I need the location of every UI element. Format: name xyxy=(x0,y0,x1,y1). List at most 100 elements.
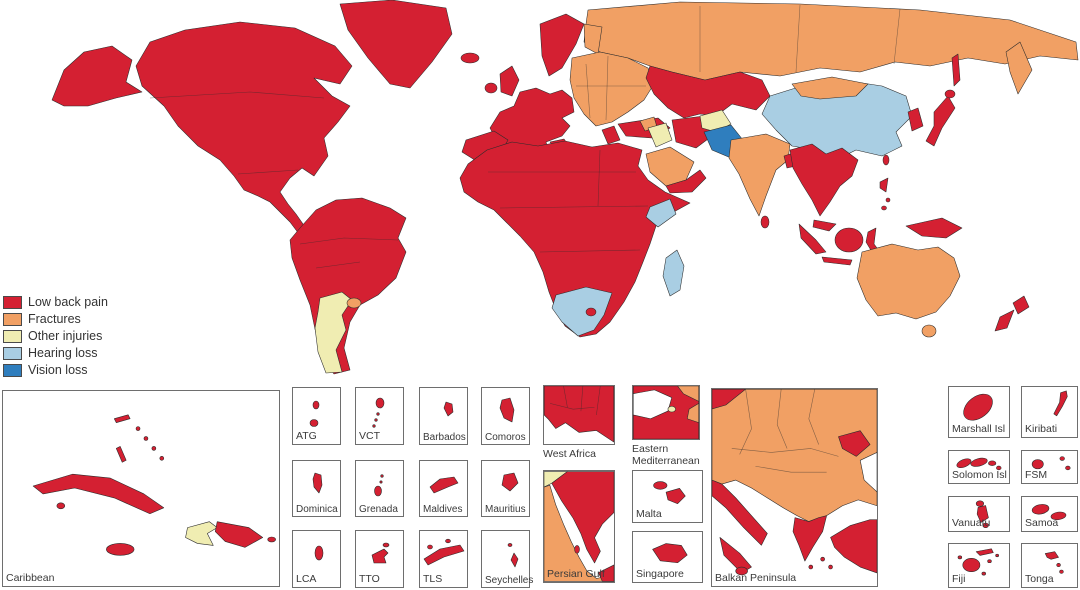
region-ireland xyxy=(484,82,498,94)
inset-eastern-mediterranean-map xyxy=(633,386,699,439)
region-africa xyxy=(459,140,691,338)
inset-tto-map xyxy=(371,542,390,564)
bahamas-sliver-2 xyxy=(115,446,127,463)
bahamas-dot-1 xyxy=(135,426,141,431)
inset-tls: TLS xyxy=(419,530,468,588)
region-central-asia xyxy=(645,65,771,119)
fiji-vanua-levu xyxy=(975,548,994,556)
bahamas-dot-3 xyxy=(151,446,157,451)
inset-fsm: FSM xyxy=(1021,450,1078,484)
legend-label-low-back-pain: Low back pain xyxy=(28,295,108,309)
inset-barbados: Barbados xyxy=(419,387,468,445)
vanuatu-3 xyxy=(982,522,989,528)
kiribati-chain xyxy=(1053,390,1068,417)
inset-comoros: Comoros xyxy=(481,387,530,445)
balkan-border-4 xyxy=(731,448,839,457)
region-taiwan xyxy=(882,154,890,166)
inset-tonga-label: Tonga xyxy=(1025,573,1054,586)
region-new-guinea xyxy=(905,217,963,239)
inset-tls-label: TLS xyxy=(423,573,443,586)
inset-west-africa-label: West Africa xyxy=(543,448,596,460)
gozo xyxy=(653,481,668,490)
italy-coast xyxy=(712,479,768,546)
inset-persian-gulf-label: Persian Gulf xyxy=(547,568,605,581)
bahamas-dot-2 xyxy=(143,436,149,441)
region-india xyxy=(728,133,791,217)
italy-south xyxy=(719,537,752,574)
west-africa-border-4 xyxy=(549,403,595,410)
inset-seychelles-label: Seychelles xyxy=(485,575,534,586)
balkan-border-5 xyxy=(755,465,827,473)
border-africa-3 xyxy=(597,149,601,207)
balkan-border-2 xyxy=(776,389,788,449)
inset-marshall-map xyxy=(963,393,993,421)
persian-gulf-iran xyxy=(551,471,614,564)
inset-fiji-map xyxy=(957,548,999,576)
region-kamchatka xyxy=(1005,41,1033,95)
turkey-west xyxy=(830,519,877,574)
tobago xyxy=(382,542,390,548)
inset-fsm-map xyxy=(1031,456,1071,471)
antigua xyxy=(312,400,320,410)
mauritius-island xyxy=(501,472,519,492)
inset-caribbean-label: Caribbean xyxy=(6,572,55,585)
inset-west-africa-map xyxy=(544,386,614,443)
region-mongolia xyxy=(791,76,869,100)
region-tasmania xyxy=(921,324,937,338)
inset-grenada: Grenada xyxy=(355,460,404,517)
legend-label-vision-loss: Vision loss xyxy=(28,363,88,377)
east-med-sea xyxy=(633,389,673,420)
samoa-savaii xyxy=(1031,504,1050,515)
inset-mauritius: Mauritius xyxy=(481,460,530,517)
inset-atg-map xyxy=(309,400,320,427)
barbuda xyxy=(309,419,319,427)
legend-item-vision-loss: Vision loss xyxy=(3,363,108,377)
inset-comoros-label: Comoros xyxy=(485,432,526,443)
region-sakhalin xyxy=(951,53,961,87)
border-us-mexico xyxy=(237,169,299,175)
inset-malta-map xyxy=(653,481,686,505)
balkan-border-3 xyxy=(808,389,819,445)
border-russia-2 xyxy=(795,4,801,73)
border-sa-1 xyxy=(299,237,399,245)
solomon-1 xyxy=(956,458,972,469)
fiji-dot-4 xyxy=(995,553,999,558)
inset-vanuatu: Vanuatu xyxy=(948,496,1010,532)
inset-persian-gulf: Persian Gulf xyxy=(543,470,615,583)
legend-label-other-injuries: Other injuries xyxy=(28,329,103,343)
inset-kiribati: Kiribati xyxy=(1021,386,1078,438)
balkan-border-1 xyxy=(739,389,752,455)
legend: Low back pain Fractures Other injuries H… xyxy=(3,295,108,380)
west-africa-border-3 xyxy=(596,386,601,416)
region-south-america xyxy=(289,197,407,375)
inset-seychelles: Seychelles xyxy=(481,530,534,588)
barbados-island xyxy=(443,401,454,417)
inset-vanuatu-map xyxy=(975,500,989,528)
timor-fragment-1 xyxy=(427,544,433,550)
region-korea xyxy=(907,107,924,132)
bahamas-dot-4 xyxy=(159,456,165,461)
inset-fsm-label: FSM xyxy=(1025,469,1048,482)
inset-vanuatu-label: Vanuatu xyxy=(952,517,991,530)
grenada-dot-2 xyxy=(379,480,383,484)
vanuatu-2 xyxy=(976,505,989,523)
border-africa-2 xyxy=(499,205,649,209)
inset-comoros-map xyxy=(499,397,515,423)
sicily xyxy=(735,566,748,576)
vanuatu-1 xyxy=(975,500,985,507)
region-philippines-3 xyxy=(881,205,887,211)
region-hokkaido xyxy=(944,89,956,99)
fiji-dot-3 xyxy=(981,571,986,576)
inset-vct-map xyxy=(372,397,385,428)
region-kenya xyxy=(645,198,677,228)
greece-peninsula xyxy=(792,515,827,562)
inset-eastern-mediterranean-label: Eastern Mediterranean xyxy=(632,443,700,468)
inset-balkan-label: Balkan Peninsula xyxy=(715,572,797,585)
greek-island-2 xyxy=(820,556,825,562)
tonga-dot-1 xyxy=(1056,563,1061,568)
legend-label-fractures: Fractures xyxy=(28,312,81,326)
region-alaska xyxy=(51,45,143,107)
west-africa-land xyxy=(544,386,614,443)
legend-swatch-other-injuries xyxy=(3,329,22,343)
